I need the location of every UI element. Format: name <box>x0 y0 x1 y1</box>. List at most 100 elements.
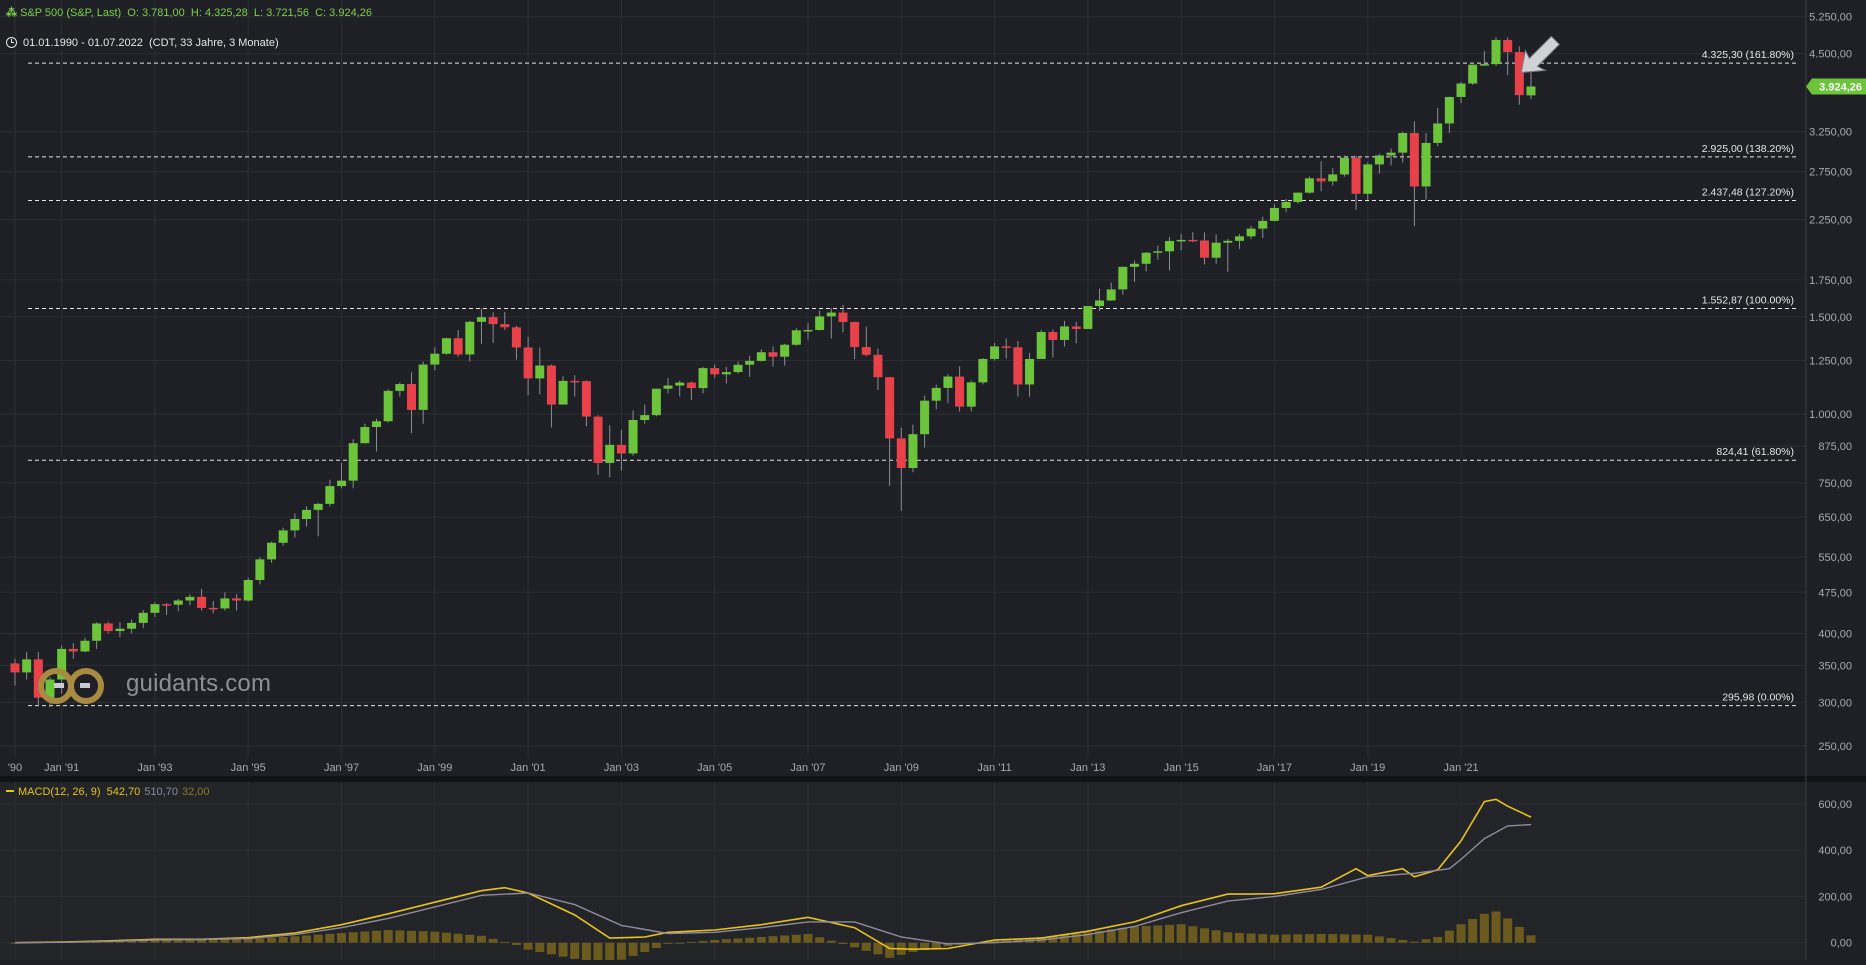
candle-up <box>721 372 731 375</box>
candle-up <box>395 384 405 391</box>
macd-histogram-bar <box>1153 925 1163 943</box>
candle-up <box>535 365 545 379</box>
candle-up <box>920 400 930 435</box>
candle-down <box>896 438 906 469</box>
candle-up <box>1398 133 1408 153</box>
signal-value: 510,70 <box>144 786 178 798</box>
candle-up <box>815 316 825 330</box>
candle-down <box>686 382 696 389</box>
candle-up <box>1106 289 1116 301</box>
candle-up <box>1526 86 1536 96</box>
macd-histogram-bar <box>465 934 475 943</box>
candle-down <box>1048 331 1058 340</box>
candle-up <box>1421 142 1431 187</box>
candle-up <box>1036 331 1046 359</box>
candle-up <box>372 421 382 428</box>
macd-histogram-bar <box>138 939 148 943</box>
macd-histogram-bar <box>173 939 183 943</box>
candle-up <box>1060 326 1070 340</box>
candle-up <box>943 376 953 388</box>
candle-up <box>138 612 148 623</box>
candle-up <box>605 444 615 463</box>
macd-histogram-bar <box>1374 936 1384 943</box>
candle-up <box>313 503 323 510</box>
ohlc-high: H: 4.325,28 <box>190 7 248 19</box>
x-tick-label: Jan '07 <box>790 762 825 774</box>
macd-swatch-icon <box>6 790 14 792</box>
macd-histogram-bar <box>546 942 556 955</box>
macd-value: 542,70 <box>106 786 141 798</box>
fib-level-label: 295,98 (0.00%) <box>1722 692 1794 704</box>
candle-down <box>197 596 207 608</box>
macd-histogram-bar <box>1328 934 1338 943</box>
macd-histogram-bar <box>1130 926 1140 943</box>
candle-up <box>1386 152 1396 156</box>
candle-up <box>220 598 230 609</box>
macd-histogram-bar <box>453 933 463 943</box>
macd-histogram-bar <box>815 937 825 943</box>
macd-histogram-bar <box>1386 938 1396 943</box>
candle-up <box>675 382 685 386</box>
candle-up <box>1211 242 1221 258</box>
candle-up <box>791 330 801 345</box>
fib-level-label: 4.325,30 (161.80%) <box>1702 49 1794 61</box>
macd-histogram-bar <box>1409 941 1419 943</box>
candle-down <box>546 365 556 405</box>
macd-histogram-bar <box>908 942 918 952</box>
candle-up <box>1444 96 1454 124</box>
y-tick-label: 1.250,00 <box>1809 356 1852 368</box>
macd-histogram-bar <box>1444 930 1454 943</box>
candle-up <box>663 385 673 389</box>
price-tag <box>1806 78 1866 95</box>
candle-up <box>115 628 125 632</box>
y-tick-label: 400,00 <box>1818 628 1852 640</box>
y-tick-label: 2.750,00 <box>1809 167 1852 179</box>
macd-histogram-bar <box>791 934 801 943</box>
candle-down <box>453 338 463 355</box>
macd-histogram-bar <box>1258 934 1268 943</box>
macd-histogram-bar <box>920 942 930 951</box>
candle-down <box>768 352 778 357</box>
macd-histogram-bar <box>768 936 778 943</box>
macd-histogram-bar <box>1503 918 1513 943</box>
y-tick-label: 3.250,00 <box>1809 127 1852 139</box>
candle-up <box>1374 155 1384 165</box>
candle-up <box>127 622 137 629</box>
macd-histogram-bar <box>535 942 545 952</box>
date-range[interactable]: 01.01.1990 - 01.07.2022 (CDT, 33 Jahre, … <box>4 36 283 50</box>
macd-histogram-bar <box>348 932 358 943</box>
macd-histogram-bar <box>990 940 1000 943</box>
candle-up <box>1130 263 1140 267</box>
macd-histogram-bar <box>733 938 743 943</box>
macd-histogram-bar <box>1514 926 1524 943</box>
macd-histogram-bar <box>290 936 300 943</box>
macd-y-tick-label: 200,00 <box>1818 891 1852 903</box>
x-tick-label: Jan '21 <box>1443 762 1478 774</box>
candle-up <box>733 364 743 373</box>
candle-down <box>1351 157 1361 194</box>
candle-up <box>243 579 253 601</box>
candle-up <box>1095 300 1105 307</box>
y-tick-label: 475,00 <box>1818 587 1852 599</box>
candle-up <box>1164 240 1174 252</box>
candle-down <box>406 384 416 410</box>
candle-up <box>1083 306 1093 329</box>
candle-down <box>10 663 20 673</box>
macd-histogram-bar <box>1164 924 1174 943</box>
macd-histogram-bar <box>441 932 451 943</box>
y-tick-label: 2.250,00 <box>1809 215 1852 227</box>
candle-up <box>325 486 335 504</box>
candle-down <box>1013 347 1023 385</box>
macd-histogram-bar <box>1281 934 1291 943</box>
candle-up <box>57 648 67 680</box>
candle-up <box>150 604 160 613</box>
x-tick-label: Jan '03 <box>604 762 639 774</box>
x-tick-label: Jan '99 <box>417 762 452 774</box>
y-tick-label: 250,00 <box>1818 741 1852 753</box>
y-tick-label: 300,00 <box>1818 697 1852 709</box>
macd-histogram-bar <box>686 941 696 943</box>
candle-down <box>710 368 720 375</box>
candle-down <box>955 376 965 407</box>
candle-up <box>255 559 265 580</box>
